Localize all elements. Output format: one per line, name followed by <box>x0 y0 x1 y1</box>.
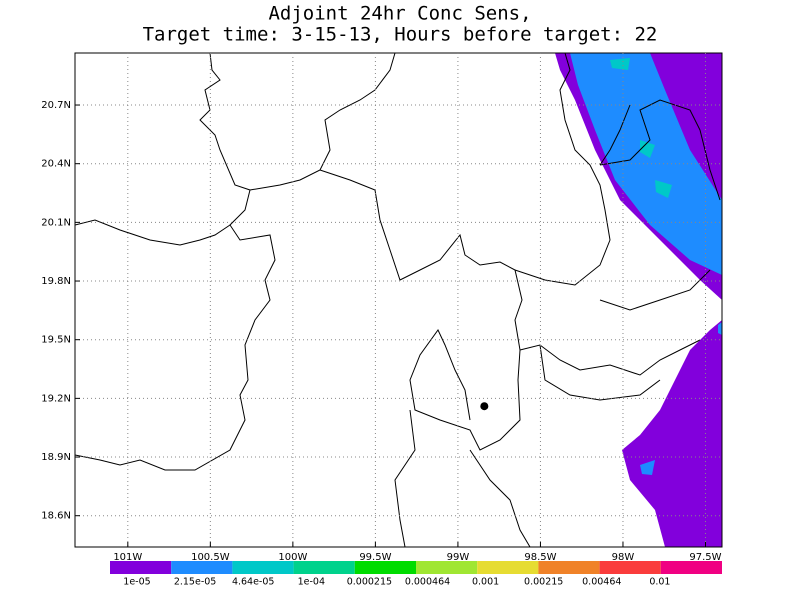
y-tick-label: 20.1N <box>41 217 71 228</box>
colorbar-label: 1e-05 <box>123 577 150 588</box>
colorbar-label: 1e-04 <box>298 577 325 588</box>
x-tick-label: 100.5W <box>191 552 230 563</box>
y-tick-label: 19.5N <box>41 335 71 346</box>
shade <box>610 58 672 198</box>
shade <box>570 53 722 275</box>
y-tick-label: 19.2N <box>41 393 71 404</box>
frame <box>74 52 723 548</box>
x-tick-label: 97.5W <box>689 552 721 563</box>
colorbar-box <box>599 561 661 574</box>
colorbar-box <box>354 561 416 574</box>
colorbar-box <box>232 561 294 574</box>
colorbar-box <box>538 561 600 574</box>
y-tick-label: 19.8N <box>41 276 71 287</box>
colorbar-box <box>293 561 355 574</box>
y-tick-label: 20.7N <box>41 100 71 111</box>
x-tick-label: 98.5W <box>524 552 556 563</box>
x-tick-label: 98W <box>612 552 635 563</box>
y-tick-label: 20.4N <box>41 159 71 170</box>
x-tick-label: 100W <box>278 552 307 563</box>
y-tick-label: 18.9N <box>41 452 71 463</box>
colorbar-label: 0.00464 <box>582 577 621 588</box>
colorbar-label: 0.01 <box>649 577 670 588</box>
title-line: Target time: 3-15-13, Hours before targe… <box>143 24 658 46</box>
colorbar-box <box>660 561 722 574</box>
x-tick-label: 99W <box>447 552 470 563</box>
x-tick-label: 101W <box>113 552 142 563</box>
colorbar-label: 4.64e-05 <box>232 577 275 588</box>
colorbar-label: 0.000215 <box>347 577 392 588</box>
colorbar-label: 2.15e-05 <box>174 577 217 588</box>
shade <box>622 320 722 547</box>
plot-area <box>74 52 723 548</box>
sensitivity-field <box>75 53 722 547</box>
y-tick-label: 18.6N <box>41 511 71 522</box>
colorbar-box <box>416 561 478 574</box>
title-line: Adjoint 24hr Conc Sens, <box>268 3 531 25</box>
colorbar-label: 0.00215 <box>524 577 563 588</box>
colorbar-box <box>110 561 172 574</box>
colorbar-box <box>477 561 539 574</box>
x-tick-label: 99.5W <box>359 552 391 563</box>
colorbar-label: 0.001 <box>472 577 499 588</box>
colorbar-label: 0.000464 <box>405 577 450 588</box>
site-marker <box>480 402 489 411</box>
colorbar-box <box>171 561 233 574</box>
